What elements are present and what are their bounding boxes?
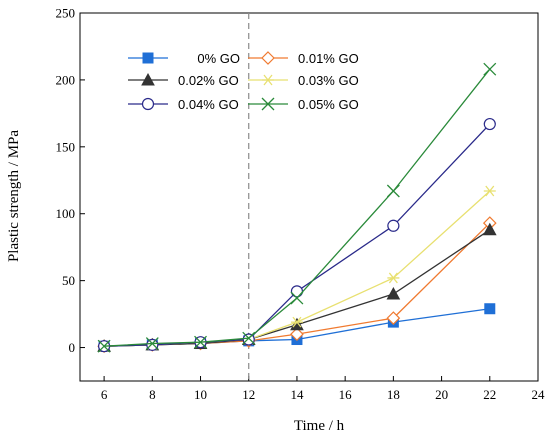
data-point xyxy=(145,337,159,350)
x-tick-label: 24 xyxy=(532,387,546,402)
legend-item: 0% GO xyxy=(128,51,240,66)
data-point xyxy=(386,286,401,300)
y-tick-label: 100 xyxy=(56,206,76,221)
series-5 xyxy=(97,62,497,353)
data-point xyxy=(290,327,304,342)
legend-label: 0.03% GO xyxy=(298,73,359,88)
axes: 6 8 10 12 14 16 18 20 22 24 0 50 100 150 200 250 xyxy=(56,6,546,403)
x-tick-label: 14 xyxy=(290,387,304,402)
series-line xyxy=(104,123,491,347)
data-point xyxy=(146,338,159,351)
data-point xyxy=(290,317,304,331)
legend-item: 0.01% GO xyxy=(248,51,359,66)
plot-frame xyxy=(79,12,539,382)
data-point xyxy=(387,219,400,232)
x-tick-label: 6 xyxy=(101,387,108,402)
data-point xyxy=(483,117,496,131)
legend-label: 0.01% GO xyxy=(298,51,359,66)
data-point xyxy=(290,316,303,328)
legend-label: 0.04% GO xyxy=(178,97,239,112)
data-point xyxy=(290,285,304,298)
data-point xyxy=(386,184,400,198)
legend: 0% GO 0.01% GO 0.02% GO 0.03% GO 0.04% GO 0.0… xyxy=(128,51,359,112)
legend-swatch-marker xyxy=(141,97,155,111)
legend-swatch-marker xyxy=(142,52,154,64)
data-point xyxy=(483,62,497,76)
series-1 xyxy=(97,216,497,354)
x-tick-label: 20 xyxy=(435,387,448,402)
x-tick-label: 16 xyxy=(339,387,353,402)
y-tick-label: 0 xyxy=(69,340,76,355)
x-tick-label: 12 xyxy=(242,387,255,402)
x-axis-title: Time / h xyxy=(294,418,345,434)
data-point xyxy=(484,303,496,315)
series-line xyxy=(104,68,491,347)
legend-item: 0.03% GO xyxy=(248,73,359,88)
legend-label: 0% GO xyxy=(197,51,240,66)
legend-swatch-marker xyxy=(261,51,275,65)
legend-label: 0.05% GO xyxy=(298,97,359,112)
x-tick-label: 18 xyxy=(387,387,400,402)
data-point xyxy=(483,185,496,197)
legend-item: 0.05% GO xyxy=(248,97,359,112)
data-point xyxy=(290,291,304,305)
data-point xyxy=(194,335,207,349)
y-tick-label: 200 xyxy=(56,72,76,87)
y-tick-label: 50 xyxy=(62,273,75,288)
data-point xyxy=(242,331,256,345)
data-point xyxy=(387,272,400,284)
legend-item: 0.02% GO xyxy=(128,72,239,88)
x-tick-label: 22 xyxy=(483,387,496,402)
legend-swatch-marker xyxy=(141,72,155,86)
legend-swatch-marker xyxy=(262,74,274,86)
legend-item: 0.04% GO xyxy=(128,97,239,112)
x-tick-label: 8 xyxy=(149,387,156,402)
data-point xyxy=(482,222,497,236)
y-tick-label: 250 xyxy=(56,6,76,21)
legend-swatch-marker xyxy=(261,97,275,111)
series-group xyxy=(97,62,497,354)
data-point xyxy=(242,333,255,346)
y-tick-label: 150 xyxy=(56,139,76,154)
x-tick-label: 10 xyxy=(194,387,207,402)
data-point xyxy=(97,339,111,353)
data-point xyxy=(386,311,401,325)
y-axis-title: Plastic strength / MPa xyxy=(6,130,22,262)
legend-label: 0.02% GO xyxy=(178,73,239,88)
